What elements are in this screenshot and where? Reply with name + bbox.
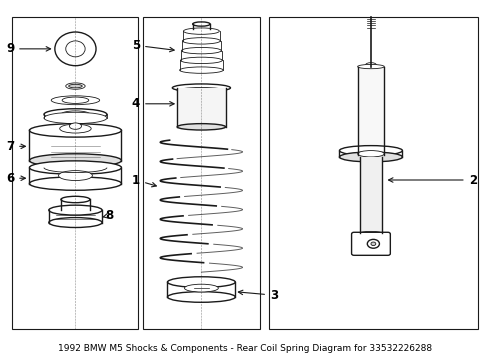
Text: 6: 6 [6,172,25,185]
Bar [12,17,138,329]
Bar [269,17,478,329]
Text: 5: 5 [132,39,174,52]
Ellipse shape [368,239,379,248]
Ellipse shape [177,87,225,94]
Ellipse shape [180,67,223,73]
Ellipse shape [29,154,122,167]
Ellipse shape [172,84,230,92]
Ellipse shape [29,161,122,174]
Ellipse shape [193,22,210,26]
Text: 8: 8 [102,209,114,222]
Text: 2: 2 [389,174,477,186]
Ellipse shape [69,84,82,88]
Bar [177,88,225,127]
Text: 1992 BMW M5 Shocks & Components - Rear Coil Spring Diagram for 33532226288: 1992 BMW M5 Shocks & Components - Rear C… [58,344,432,353]
Ellipse shape [44,109,107,120]
Text: 4: 4 [132,97,174,110]
Ellipse shape [29,177,122,190]
Text: 7: 7 [6,140,25,153]
Ellipse shape [51,96,99,105]
Text: 1: 1 [132,174,156,187]
Ellipse shape [181,57,222,64]
Ellipse shape [29,123,122,137]
Ellipse shape [340,145,402,156]
Text: 3: 3 [238,289,278,302]
Bar [360,157,382,233]
Ellipse shape [61,111,90,118]
Ellipse shape [66,83,85,89]
Ellipse shape [66,41,85,57]
FancyBboxPatch shape [352,232,391,255]
Ellipse shape [340,152,402,162]
Bar [358,67,384,155]
Ellipse shape [366,63,376,67]
Ellipse shape [49,217,102,228]
Ellipse shape [61,196,90,203]
Ellipse shape [58,171,93,180]
Ellipse shape [360,231,382,235]
Ellipse shape [60,124,91,133]
Ellipse shape [55,32,96,66]
Ellipse shape [358,150,384,157]
Ellipse shape [182,38,220,44]
Ellipse shape [168,277,235,287]
Bar [143,17,260,329]
Ellipse shape [183,28,220,34]
Ellipse shape [44,112,107,123]
Ellipse shape [358,64,384,69]
Text: 9: 9 [6,42,50,55]
Ellipse shape [62,97,89,103]
Ellipse shape [371,242,376,246]
Ellipse shape [177,123,225,130]
Ellipse shape [168,292,235,302]
Ellipse shape [49,205,102,215]
Ellipse shape [70,123,81,129]
Ellipse shape [181,48,221,54]
Ellipse shape [184,284,219,292]
